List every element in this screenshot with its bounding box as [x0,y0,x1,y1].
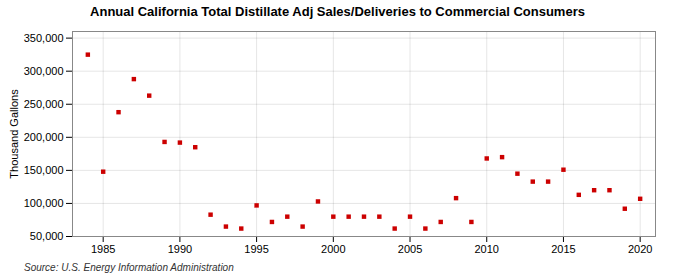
svg-text:100,000: 100,000 [24,197,64,209]
svg-text:300,000: 300,000 [24,65,64,77]
html-text:Source: U.S. Energy Informatio: Source: U.S. Energy Information Administ… [24,262,234,273]
svg-text:2020: 2020 [628,243,652,255]
svg-text:150,000: 150,000 [24,164,64,176]
svg-text:1995: 1995 [244,243,268,255]
svg-text:2010: 2010 [474,243,498,255]
svg-text:250,000: 250,000 [24,98,64,110]
svg-text:2015: 2015 [551,243,575,255]
svg-text:1985: 1985 [91,243,115,255]
svg-text:2000: 2000 [321,243,345,255]
svg-text:200,000: 200,000 [24,131,64,143]
svg-text:1990: 1990 [168,243,192,255]
html-text:Annual California Total Distil: Annual California Total Distillate Adj S… [90,4,585,19]
svg-text:2005: 2005 [398,243,422,255]
svg-text:Thousand Gallons: Thousand Gallons [8,89,20,179]
svg-text:50,000: 50,000 [30,230,64,242]
svg-text:350,000: 350,000 [24,32,64,44]
